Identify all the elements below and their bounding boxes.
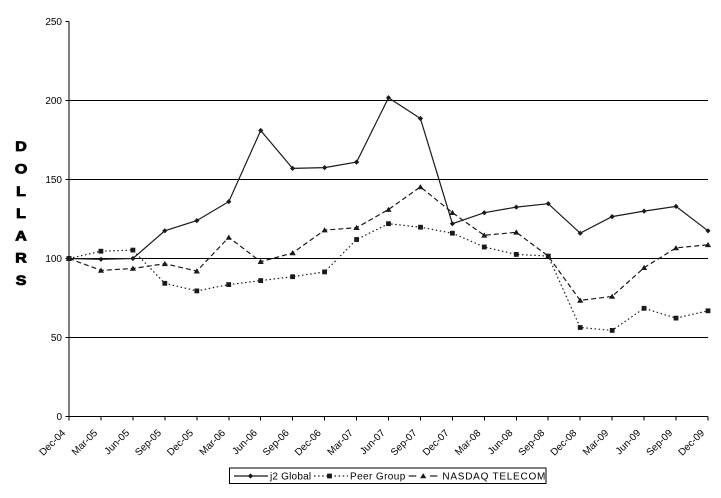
svg-text:100: 100 [45, 254, 62, 265]
svg-text:L: L [16, 207, 26, 222]
svg-text:150: 150 [45, 175, 62, 186]
svg-text:A: A [15, 229, 27, 244]
svg-text:250: 250 [45, 17, 62, 28]
svg-text:L: L [16, 185, 26, 200]
svg-text:200: 200 [45, 96, 62, 107]
svg-text:0: 0 [56, 412, 62, 423]
svg-text:O: O [15, 163, 27, 178]
svg-text:j2 Global: j2 Global [269, 472, 311, 483]
svg-text:Peer Group: Peer Group [350, 472, 406, 483]
svg-text:NASDAQ TELECOM: NASDAQ TELECOM [442, 472, 546, 483]
svg-text:D: D [15, 140, 27, 155]
svg-text:S: S [16, 274, 27, 289]
svg-text:50: 50 [51, 333, 63, 344]
svg-text:R: R [15, 252, 27, 267]
